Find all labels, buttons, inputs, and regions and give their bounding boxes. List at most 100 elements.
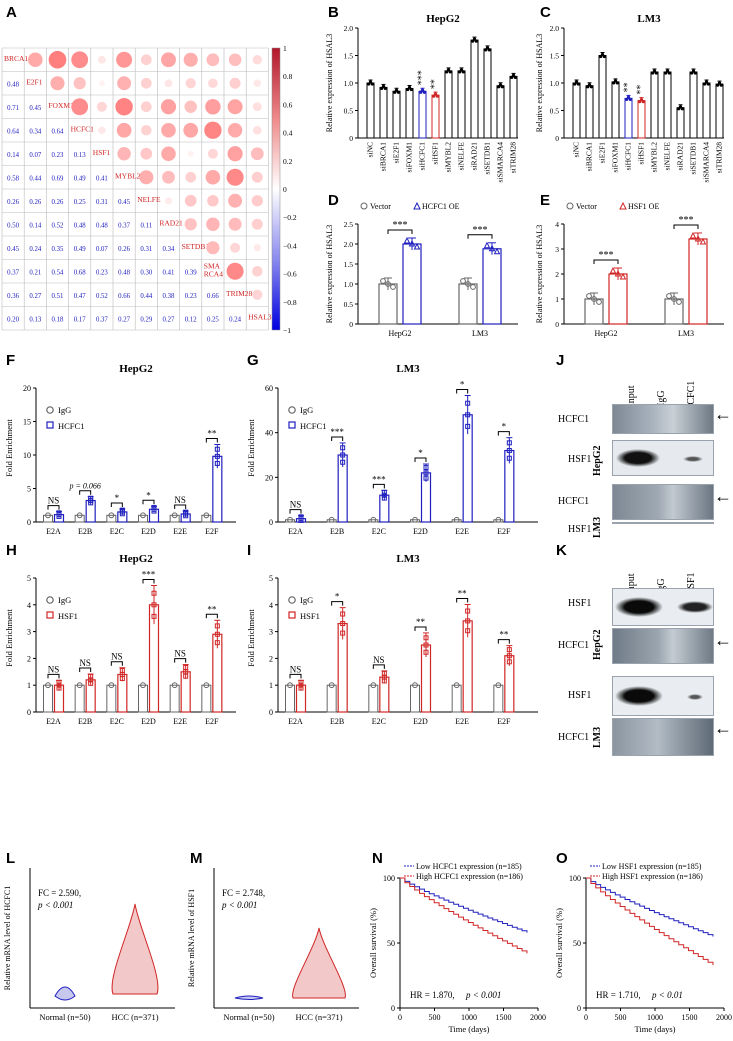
bar xyxy=(608,273,628,325)
data-point xyxy=(56,682,62,688)
corr-value: 0.14 xyxy=(7,152,19,159)
corr-circle xyxy=(252,266,263,277)
legend-label: Low HCFC1 expression (n=185) xyxy=(416,862,522,871)
violin-plot-m: Relative mRNA level of HSF1 FC = 2.748, p … xyxy=(187,868,359,1022)
corr-circle xyxy=(71,98,89,116)
data-point xyxy=(214,453,220,459)
corr-value: 0.47 xyxy=(74,293,86,300)
bar-igg xyxy=(410,684,420,713)
blot-band-3 xyxy=(612,484,714,520)
sig-bracket xyxy=(142,579,155,584)
corr-value: 0.54 xyxy=(52,269,64,276)
y-tick-label: 100 xyxy=(383,874,395,883)
data-point xyxy=(403,236,411,244)
data-point xyxy=(108,512,115,519)
colorbar-tick: −1 xyxy=(283,326,291,335)
corr-value: 0.34 xyxy=(163,246,175,253)
significance: NS xyxy=(174,495,186,505)
corr-value: 0.39 xyxy=(185,269,197,276)
data-point xyxy=(706,82,710,86)
colorbar-tick: 0.6 xyxy=(283,100,293,109)
blot-band-3 xyxy=(612,676,714,716)
data-point xyxy=(214,460,220,466)
panel-label-d: D xyxy=(328,192,339,209)
corr-value: 0.45 xyxy=(7,246,19,253)
corr-circle xyxy=(97,55,106,64)
data-point xyxy=(76,512,83,519)
y-tick-label: 1 xyxy=(269,681,273,690)
chart-title: LM3 xyxy=(396,363,420,375)
data-point xyxy=(370,82,374,86)
chip-chart-h: HepG2 Fold Enrichment 0 1 2 3 4 5 IgG HSF1 NS E2A NS… xyxy=(4,553,236,726)
data-point xyxy=(381,495,387,501)
sig-bracket xyxy=(331,601,344,606)
corr-value: 0.35 xyxy=(52,246,64,253)
data-point xyxy=(328,516,335,523)
data-point xyxy=(370,682,377,689)
data-point xyxy=(483,241,491,249)
panel-label-b: B xyxy=(328,4,339,21)
data-point xyxy=(151,613,157,619)
corr-circle xyxy=(117,147,131,161)
data-point xyxy=(412,516,418,523)
significance: NS xyxy=(290,664,302,674)
bar xyxy=(702,82,711,139)
data-point xyxy=(493,247,501,255)
data-point xyxy=(513,75,517,79)
legend-marker xyxy=(46,406,54,414)
chart-title: LM3 xyxy=(396,553,420,565)
significance: * xyxy=(146,490,151,500)
violin-normal xyxy=(54,986,76,1001)
western-blot-j: input IgG IP: HCFC1 HCFC1 HSF1 HCFC1 HSF… xyxy=(556,368,732,538)
corr-circle xyxy=(183,122,199,138)
corr-circle xyxy=(161,146,176,162)
data-point xyxy=(381,678,387,684)
data-point xyxy=(183,673,189,679)
significance: * xyxy=(115,493,120,503)
data-point xyxy=(340,445,346,451)
corr-circle xyxy=(207,148,218,159)
y-tick-label: 5 xyxy=(269,574,273,583)
bar-igg xyxy=(169,514,180,523)
x-tick-label: siSMARCA4 xyxy=(702,142,711,183)
corr-value: 0.24 xyxy=(229,316,241,323)
x-tick-label: siE2F1 xyxy=(392,142,401,164)
corr-circle xyxy=(164,79,173,88)
x-tick-label: HCC (n=371) xyxy=(295,1012,342,1022)
corr-circle xyxy=(252,289,263,300)
significance: *** xyxy=(417,70,428,85)
x-tick-label: E2C xyxy=(372,717,386,726)
corr-circle xyxy=(206,217,220,231)
data-point xyxy=(589,85,593,89)
colorbar-tick: −0.6 xyxy=(283,270,297,279)
data-point xyxy=(422,90,426,94)
corr-value: 0.23 xyxy=(96,269,108,276)
corr-circle xyxy=(187,150,194,157)
corr-value: 0.21 xyxy=(29,269,41,276)
bar xyxy=(402,243,422,325)
data-point xyxy=(671,296,677,302)
blot-band-2 xyxy=(612,440,714,476)
data-point xyxy=(88,680,94,686)
significance: *** xyxy=(473,225,488,236)
sig-bracket xyxy=(593,259,619,264)
x-tick-label: 2000 xyxy=(716,1013,732,1022)
x-tick-label: Normal (n=50) xyxy=(39,1012,90,1022)
y-tick-label: 2.0 xyxy=(344,240,354,249)
annotation: FC = 2.748, xyxy=(222,888,265,898)
data-point xyxy=(385,281,391,287)
bar-igg xyxy=(285,519,295,523)
data-point xyxy=(596,299,602,305)
data-point xyxy=(689,231,697,239)
x-tick-label: E2A xyxy=(288,527,303,536)
data-point xyxy=(453,516,460,523)
legend-marker xyxy=(619,201,627,210)
bar xyxy=(418,90,427,139)
sig-bracket xyxy=(110,502,123,507)
corr-value: 0.26 xyxy=(118,246,130,253)
data-point xyxy=(488,244,496,252)
significance: ** xyxy=(430,79,441,89)
colorbar-tick: −0.8 xyxy=(283,298,297,307)
